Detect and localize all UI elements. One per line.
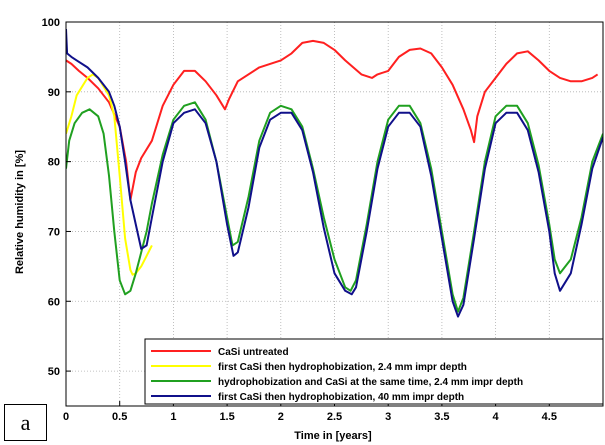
y-tick-label: 50	[48, 366, 60, 378]
x-tick-label: 0.5	[112, 411, 127, 423]
x-tick-label: 2	[278, 411, 284, 423]
axis-ticks: 0 0.5 1 1.5 2 2.5 3 3.5 4 4.5 50 60 70 80 90 100	[42, 17, 557, 423]
series-line-1	[66, 39, 599, 201]
x-tick-label: 3.5	[434, 411, 449, 423]
series-lines	[66, 28, 603, 318]
y-tick-label: 90	[48, 87, 60, 99]
panel-label: a	[20, 409, 31, 435]
x-axis-label: Time in [years]	[294, 430, 372, 442]
panel-label-box: a	[4, 404, 47, 441]
y-tick-label: 80	[48, 157, 60, 169]
x-tick-label: 1	[170, 411, 176, 423]
legend-label: first CaSi then hydrophobization, 40 mm …	[218, 392, 464, 403]
legend-label: hydrophobization and CaSi at the same ti…	[218, 377, 523, 388]
y-tick-label: 70	[48, 226, 60, 238]
y-tick-label: 100	[42, 17, 60, 29]
x-tick-label: 4	[493, 411, 500, 423]
legend-label: first CaSi then hydrophobization, 2.4 mm…	[218, 362, 467, 373]
x-tick-label: 3	[385, 411, 391, 423]
legend: CaSi untreated first CaSi then hydrophobi…	[144, 338, 604, 405]
x-tick-label: 4.5	[542, 411, 557, 423]
y-tick-label: 60	[48, 296, 60, 308]
series-line-2	[66, 73, 153, 276]
legend-box	[144, 338, 604, 405]
series-line-4	[66, 28, 603, 318]
x-tick-label: 1.5	[219, 411, 234, 423]
x-tick-label: 0	[63, 411, 69, 423]
y-axis-label: Relative humidity in [%]	[14, 150, 26, 274]
legend-label: CaSi untreated	[218, 347, 289, 358]
x-tick-label: 2.5	[327, 411, 342, 423]
